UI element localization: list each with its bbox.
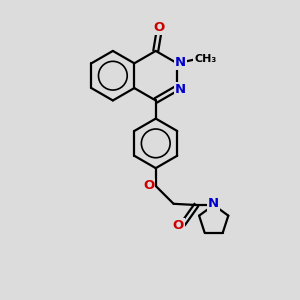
Text: CH₃: CH₃	[194, 54, 217, 64]
Text: N: N	[208, 196, 219, 210]
Text: N: N	[175, 83, 186, 96]
Text: O: O	[154, 21, 165, 34]
Text: O: O	[143, 179, 154, 193]
Text: N: N	[175, 56, 186, 69]
Text: O: O	[173, 219, 184, 232]
